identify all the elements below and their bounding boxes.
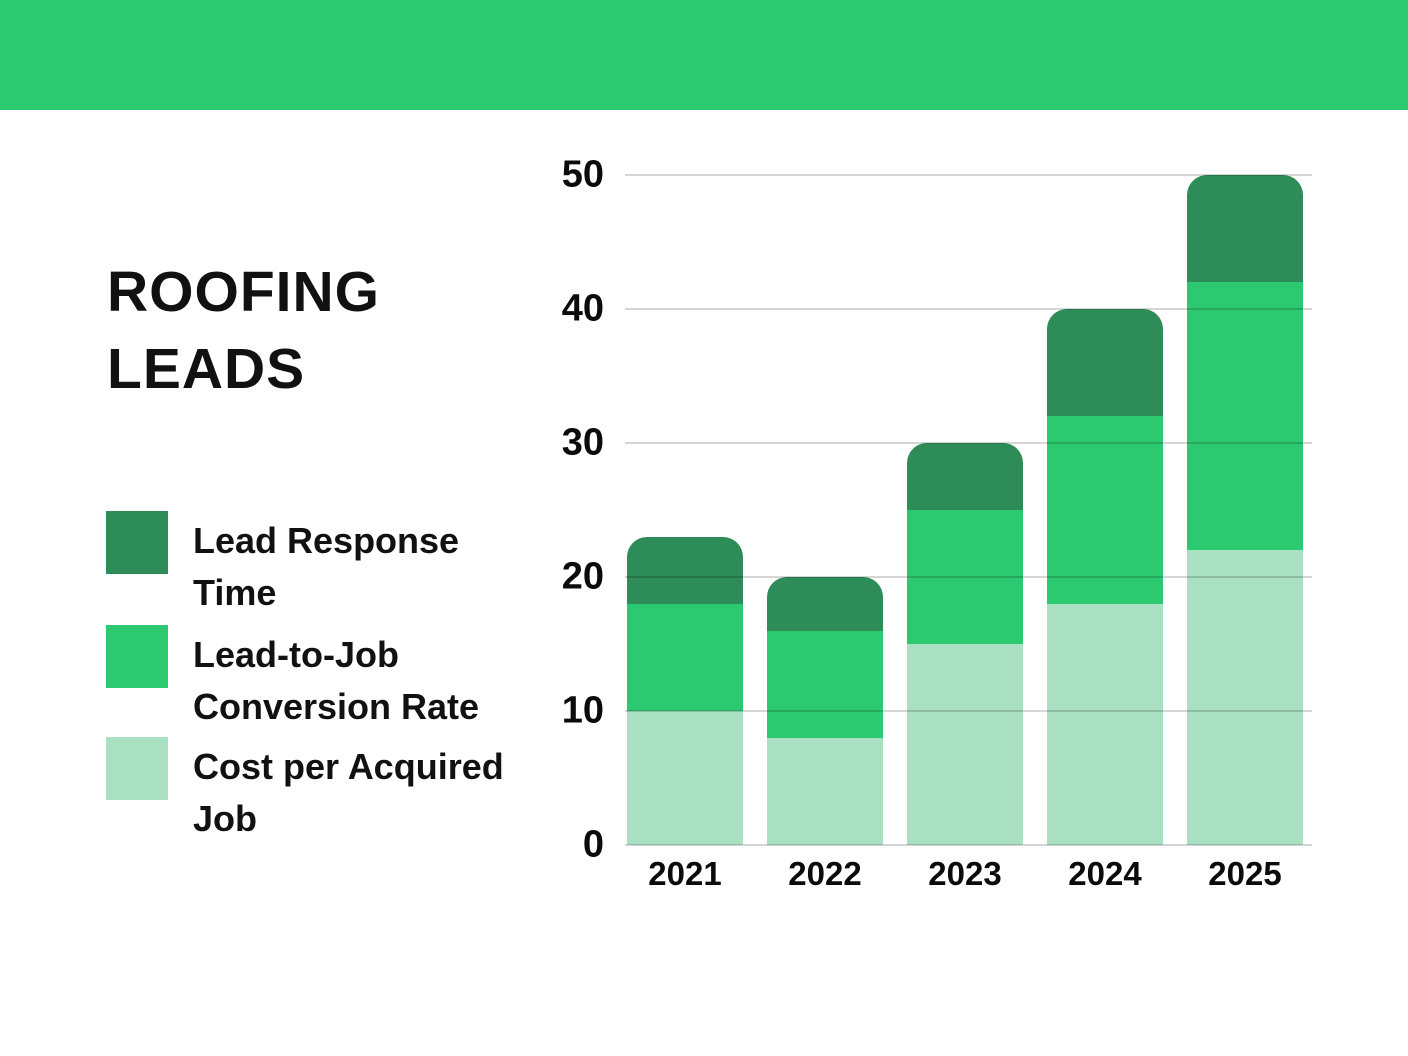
- gridline-30: [625, 442, 1312, 444]
- bar-segment-2022-lead-response-time: [767, 577, 883, 631]
- bar-segment-2025-lead-to-job-conversion-rate: [1187, 282, 1303, 551]
- gridline-0: [625, 844, 1312, 846]
- bar-segment-2021-lead-response-time: [627, 536, 743, 604]
- bar-segment-2023-cost-per-acquired-job: [907, 644, 1023, 845]
- x-axis-label-2021: 2021: [648, 855, 722, 892]
- bar-segment-2021-lead-to-job-conversion-rate: [627, 603, 743, 711]
- bar-segment-2021-cost-per-acquired-job: [627, 711, 743, 845]
- page-title-line2: LEADS: [107, 337, 306, 401]
- bar-segment-2025-cost-per-acquired-job: [1187, 550, 1303, 845]
- bar-segment-2025-lead-response-time: [1187, 175, 1303, 283]
- top-banner: [0, 0, 1408, 110]
- legend-swatch: [106, 737, 168, 800]
- y-axis-label-40: 40: [561, 287, 604, 330]
- bar-segment-2024-cost-per-acquired-job: [1047, 603, 1163, 845]
- legend-swatch: [106, 511, 168, 574]
- page-title-line1: ROOFING: [107, 260, 380, 324]
- bar-segment-2024-lead-response-time: [1047, 309, 1163, 417]
- y-axis-label-0: 0: [582, 823, 604, 866]
- page-title: ROOFING LEADS: [107, 254, 380, 408]
- y-axis-label-10: 10: [561, 689, 604, 732]
- gridline-20: [625, 576, 1312, 578]
- y-axis-label-20: 20: [561, 555, 604, 598]
- gridline-10: [625, 710, 1312, 712]
- bar-segment-2023-lead-response-time: [907, 443, 1023, 510]
- legend-item: Lead-to-Job Conversion Rate: [106, 625, 479, 733]
- legend-swatch: [106, 625, 168, 688]
- legend-label: Cost per Acquired Job: [193, 746, 504, 839]
- y-axis-label-30: 30: [561, 421, 604, 464]
- bar-segment-2022-cost-per-acquired-job: [767, 737, 883, 845]
- bar-segment-2024-lead-to-job-conversion-rate: [1047, 416, 1163, 604]
- x-axis-label-2023: 2023: [928, 855, 1002, 892]
- x-axis-label-2022: 2022: [788, 855, 862, 892]
- x-axis-label-2024: 2024: [1068, 855, 1142, 892]
- x-axis-label-2025: 2025: [1208, 855, 1282, 892]
- legend-item: Lead Response Time: [106, 511, 459, 619]
- gridline-50: [625, 174, 1312, 176]
- bar-segment-2023-lead-to-job-conversion-rate: [907, 510, 1023, 644]
- y-axis-label-50: 50: [561, 153, 604, 196]
- gridline-40: [625, 308, 1312, 310]
- legend-item: Cost per Acquired Job: [106, 737, 504, 845]
- legend-label: Lead-to-Job Conversion Rate: [193, 634, 480, 727]
- legend-label: Lead Response Time: [193, 520, 460, 613]
- bar-segment-2022-lead-to-job-conversion-rate: [767, 630, 883, 738]
